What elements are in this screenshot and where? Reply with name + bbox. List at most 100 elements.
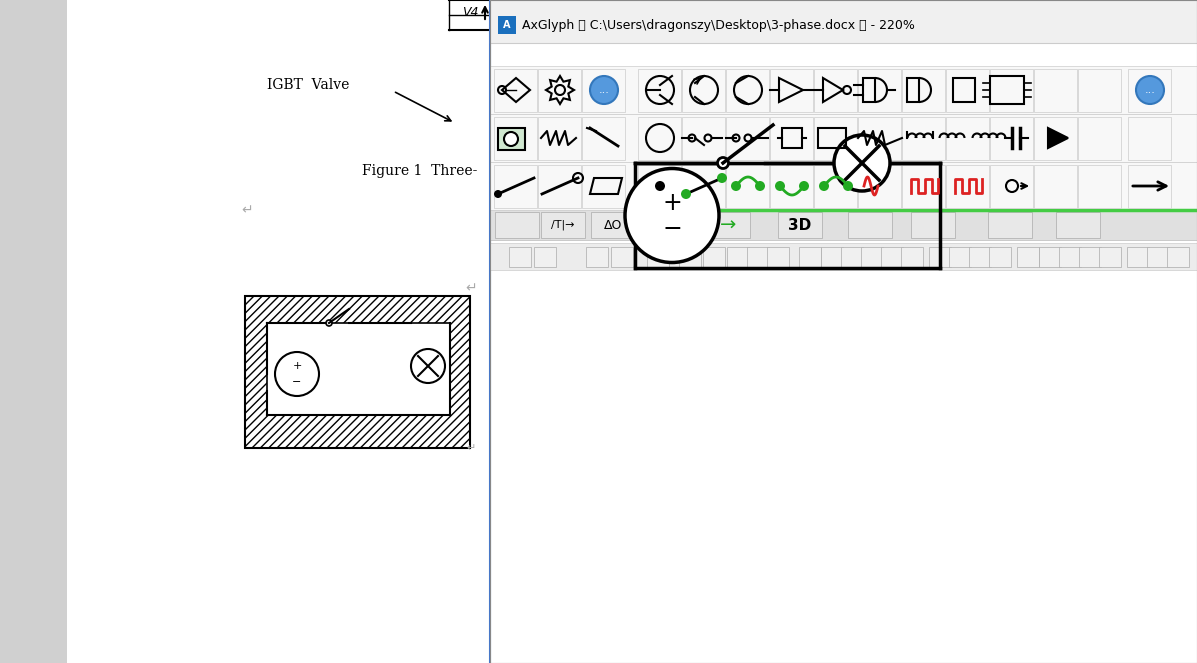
Bar [648,247,669,267]
Text: V2: V2 [682,5,698,19]
Bar [494,117,537,160]
Bar [494,68,537,111]
Bar [496,212,539,238]
Bar [929,247,950,267]
Bar [818,128,846,148]
Bar [907,78,919,102]
Bar [494,164,537,208]
Bar [990,68,1033,111]
Bar [706,212,751,238]
Bar [771,68,814,111]
Bar [490,0,1197,43]
Bar [1034,68,1077,111]
Bar [1099,247,1122,267]
Bar [727,164,770,208]
Bar [881,247,903,267]
Circle shape [834,135,891,191]
Bar [901,247,923,267]
Bar [539,117,582,160]
Text: A: A [503,20,511,30]
Bar [947,117,990,160]
Bar [858,68,901,111]
Bar [1056,212,1100,238]
Bar [767,247,789,267]
Bar [1034,117,1077,160]
Bar [727,68,770,111]
Bar [814,68,857,111]
Text: AxGlyph 在 C:\Users\dragonszy\Desktop\3-phase.docx 中 - 220%: AxGlyph 在 C:\Users\dragonszy\Desktop\3-p… [522,19,915,32]
Text: ↵: ↵ [466,281,476,295]
Bar [498,16,516,34]
Bar [541,212,585,238]
Bar [1039,247,1061,267]
Bar [490,210,1197,240]
Polygon shape [1049,128,1068,148]
Bar [949,247,971,267]
Circle shape [774,181,785,191]
Bar [490,0,1197,663]
Text: ↵: ↵ [467,443,475,453]
Bar [67,0,1197,33]
Bar [638,117,681,160]
Text: −: − [662,217,682,241]
Bar [1129,164,1172,208]
Bar [539,68,582,111]
Bar [863,78,875,102]
Bar [498,128,525,150]
Circle shape [326,320,332,326]
Bar [1129,117,1172,160]
Circle shape [800,181,809,191]
Text: ...: ... [598,85,609,95]
Text: 3D: 3D [789,217,812,233]
Bar [947,68,990,111]
Bar [989,247,1011,267]
Bar [490,0,1197,663]
Circle shape [717,158,729,168]
Bar [1017,247,1039,267]
Bar [1167,247,1189,267]
Bar [679,247,701,267]
Bar [682,117,725,160]
Bar [490,243,1197,270]
Bar [0,0,67,663]
Circle shape [819,181,830,191]
Bar [911,212,955,238]
Bar [771,117,814,160]
Bar [841,247,863,267]
Bar [990,164,1033,208]
Bar [782,128,802,148]
Text: +: + [662,190,682,215]
Bar [1078,164,1122,208]
Bar [67,0,490,663]
Bar [988,212,1032,238]
Text: /T|→: /T|→ [552,219,575,230]
Bar [814,164,857,208]
Bar [858,117,901,160]
Bar [778,212,822,238]
Bar [509,247,531,267]
Bar [990,117,1033,160]
Bar [682,68,725,111]
Bar [858,164,901,208]
Bar [903,68,946,111]
Bar [1059,247,1081,267]
Bar [587,247,608,267]
Circle shape [843,181,853,191]
Bar [747,247,768,267]
Text: →: → [719,215,736,235]
Circle shape [504,132,518,146]
Bar [1147,247,1169,267]
Bar [583,117,626,160]
Bar [490,114,1197,162]
Bar [534,247,555,267]
Bar [583,68,626,111]
Circle shape [625,168,719,263]
Text: ΔO: ΔO [603,219,622,231]
Circle shape [655,181,666,191]
Circle shape [590,76,618,104]
Circle shape [1136,76,1163,104]
Bar [682,164,725,208]
Bar [267,323,450,415]
Text: V4: V4 [462,5,479,19]
Circle shape [731,181,741,191]
